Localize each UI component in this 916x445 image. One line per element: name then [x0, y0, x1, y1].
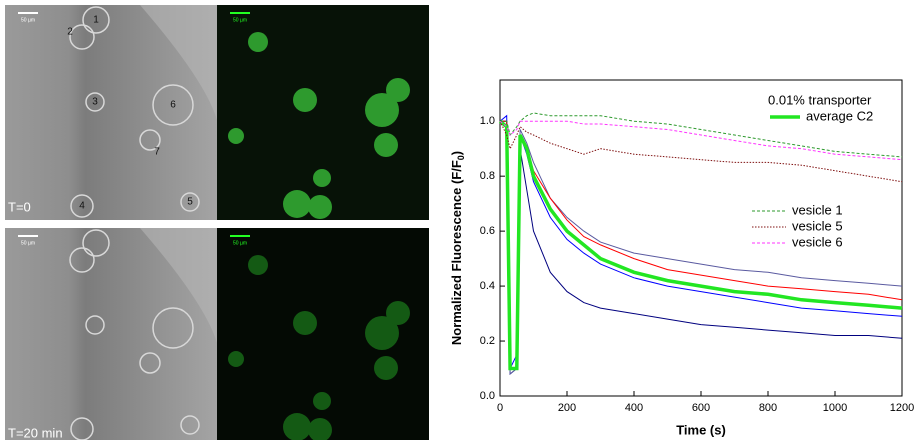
vesicle-fluorescence — [374, 133, 398, 157]
plot-lines — [498, 112, 903, 376]
vesicle-fluorescence — [374, 356, 398, 380]
vesicle-fluorescence — [365, 316, 399, 350]
y-axis-title: Normalized Fluorescence (F/F0) — [449, 151, 466, 345]
vesicle-fluorescence — [313, 392, 331, 410]
vesicle-number: 5 — [187, 197, 193, 208]
vesicle-fluorescence — [386, 78, 410, 102]
vesicle-fluorescence — [365, 93, 399, 127]
line — [500, 112, 903, 158]
scale-bar-label: 50 µm — [233, 17, 247, 23]
y-tick-label: 0.0 — [480, 390, 495, 402]
legend-title: 0.01% transporter — [768, 92, 872, 107]
scale-bar-label: 50 µm — [21, 17, 35, 23]
vesicle-fluorescence — [308, 195, 332, 219]
vesicle — [85, 315, 105, 335]
vesicle — [69, 247, 95, 273]
x-tick-label: 600 — [692, 402, 710, 414]
vesicle-fluorescence — [228, 128, 244, 144]
line — [499, 120, 903, 183]
vesicle — [85, 92, 105, 112]
y-tick-label: 1.0 — [480, 115, 495, 127]
legend-label: average C2 — [806, 108, 873, 123]
time-label: T=0 — [8, 199, 31, 214]
y-axis-title-part: 0 — [456, 155, 466, 160]
time-label: T=20 min — [8, 425, 63, 440]
scale-bar-label: 50 µm — [21, 240, 35, 246]
vesicle-number: 1 — [93, 15, 99, 26]
channel-wall — [140, 5, 217, 120]
vesicle-fluorescence — [283, 413, 311, 441]
vesicle — [180, 415, 200, 435]
vesicle — [69, 24, 95, 50]
legend-label: vesicle 1 — [792, 202, 843, 217]
vesicle-fluorescence — [313, 169, 331, 187]
y-axis-title-part: Normalized Fluorescence (F/F — [449, 160, 464, 345]
micrographs — [5, 5, 429, 440]
vesicle — [139, 129, 161, 151]
line — [498, 119, 903, 371]
vesicle-fluorescence — [308, 418, 332, 442]
x-tick-label: 0 — [497, 402, 503, 414]
vesicle-fluorescence — [293, 88, 317, 112]
vesicle — [82, 229, 110, 257]
vesicle-number: 3 — [92, 97, 98, 108]
x-axis-title: Time (s) — [676, 422, 726, 437]
vesicle-fluorescence — [248, 255, 268, 275]
line — [499, 120, 903, 161]
scale-bar-label: 50 µm — [233, 240, 247, 246]
vesicle — [180, 192, 200, 212]
vesicle-fluorescence — [386, 301, 410, 325]
legend-label: vesicle 5 — [792, 218, 843, 233]
vesicle-fluorescence — [228, 351, 244, 367]
vesicle-fluorescence — [283, 190, 311, 218]
y-tick-label: 0.8 — [480, 170, 495, 182]
y-tick-label: 0.2 — [480, 335, 495, 347]
y-tick-label: 0.4 — [480, 280, 495, 292]
vesicle-number: 4 — [79, 201, 85, 212]
vesicle — [152, 84, 194, 126]
vesicle-number: 7 — [154, 147, 160, 158]
y-tick-label: 0.6 — [480, 225, 495, 237]
legend-label: vesicle 6 — [792, 234, 843, 249]
y-axis-title-part: ) — [449, 151, 464, 155]
vesicle — [82, 6, 110, 34]
x-tick-label: 400 — [625, 402, 643, 414]
vesicle — [152, 307, 194, 349]
x-tick-label: 800 — [759, 402, 777, 414]
x-tick-label: 1200 — [890, 402, 914, 414]
vesicle — [139, 352, 161, 374]
vesicle-fluorescence — [293, 311, 317, 335]
vesicle-number: 6 — [170, 100, 176, 111]
x-tick-label: 200 — [558, 402, 576, 414]
channel-wall — [140, 228, 217, 343]
x-tick-label: 1000 — [823, 402, 847, 414]
vesicle-fluorescence — [248, 32, 268, 52]
vesicle — [70, 194, 94, 218]
vesicle-number: 2 — [67, 27, 73, 38]
